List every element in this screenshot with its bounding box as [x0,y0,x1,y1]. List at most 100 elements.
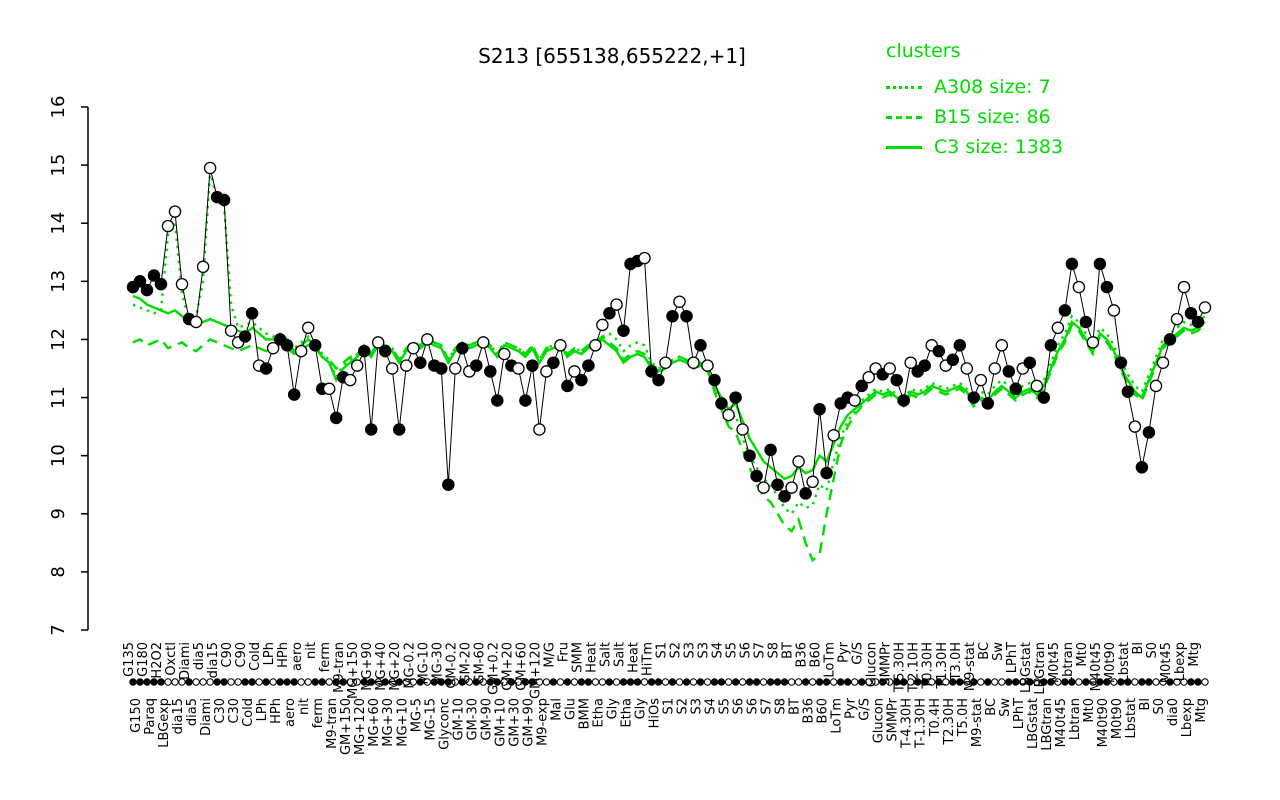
axis-strip-point [591,678,600,686]
x-axis-label: SMMPr [886,697,901,741]
data-point [799,487,812,500]
data-point [708,373,721,387]
axis-strip-point [556,678,565,686]
data-point [435,362,448,375]
data-point [301,321,315,335]
data-point [561,379,574,393]
axis-strip-point [1110,678,1118,686]
axis-strip-point [970,678,978,686]
data-point [778,490,791,503]
data-point [547,356,560,369]
data-point [364,423,378,436]
axis-strip-point [759,678,768,686]
axis-strip-point [977,678,985,686]
x-axis-label: S3 [697,642,712,659]
x-axis-label: T-5.30H [893,642,908,693]
x-axis-label: S3 [690,698,705,715]
axis-strip-point [696,678,705,686]
data-point [575,373,588,387]
axis-strip-point [822,678,831,686]
x-axis-label: T-2.10H [907,642,922,693]
data-point [421,333,434,346]
data-point [554,339,567,352]
axis-strip-point [1089,678,1097,686]
x-axis-label: M0t45 [1047,642,1062,683]
x-axis-label: Mal [549,698,564,721]
axis-strip-point [640,678,649,686]
data-point [1030,379,1044,393]
x-axis-label: Cold [248,642,263,671]
axis-strip-point [1103,678,1111,686]
data-point [582,359,595,372]
axis-strip-point [465,678,473,686]
axis-strip-point [1124,678,1132,686]
axis-strip-point [914,678,922,686]
axis-strip-point [325,678,333,686]
axis-strip-point [402,678,410,686]
x-axis-label: LBGtran [1033,642,1048,695]
axis-strip-point [318,678,326,686]
axis-strip-point [865,678,873,686]
data-point [1044,339,1058,352]
axis-strip-point [332,678,340,686]
data-point [371,336,385,349]
data-point [673,295,686,308]
data-point [175,277,189,291]
axis-strip-point [1159,678,1167,686]
axis-strip-point [963,678,971,686]
x-axis-label: SMMPr [879,641,894,685]
axis-strip-point [136,678,144,686]
axis-strip-point [353,678,361,686]
x-axis-label: dia5 [185,698,200,726]
axis-strip-point [234,678,242,686]
axis-strip-point [1145,678,1153,686]
x-axis-label: S1 [662,698,677,715]
axis-strip-point [668,678,677,686]
data-point [189,315,203,329]
data-point [245,307,259,320]
x-axis-label: GM-10 [451,698,466,741]
axis-strip-point [689,678,698,686]
x-axis-label: Glyconc [437,698,452,750]
axis-strip-point [830,678,838,686]
data-point [680,309,693,323]
axis-strip-point [1166,678,1174,686]
data-point [294,344,308,358]
x-axis-label: T3.0H [949,642,964,681]
y-tick-label: 9 [48,508,69,519]
x-axis-label: T1.30H [935,642,950,690]
x-axis-label: Salt [598,642,613,667]
data-point [610,298,623,311]
y-tick-label: 16 [48,96,69,119]
data-point [400,359,413,372]
x-axis-label: Sw [998,698,1013,717]
x-axis-label: M40t90 [1096,698,1111,747]
data-point [638,251,651,265]
x-axis-label: GM-60 [472,642,487,685]
x-axis-label: B36 [802,698,817,723]
x-axis-label: S2 [676,698,691,715]
x-axis-label: Bl [1131,642,1146,655]
x-axis-label: G180 [136,642,151,677]
data-point [491,394,504,407]
axis-strip-point [276,678,284,686]
axis-strip-point [290,678,298,686]
x-axis-label: Lbtran [1061,642,1076,684]
axis-strip-point [1061,678,1069,686]
axis-strip-point [633,678,642,686]
data-point [280,339,294,352]
data-point [378,344,392,358]
x-axis-label: Diami [199,698,214,736]
x-axis-label: S3 [683,642,698,659]
axis-strip-point [241,678,249,686]
x-axis-label: Pyr [837,641,852,663]
x-axis-label: MG+90 [360,642,375,691]
data-point [343,373,357,387]
data-point [217,193,231,207]
x-axis-label: GM+0.2 [486,642,501,695]
axis-strip-point [164,678,172,686]
x-axis-label: Mt0 [1082,698,1097,723]
axis-strip-point [731,678,740,686]
